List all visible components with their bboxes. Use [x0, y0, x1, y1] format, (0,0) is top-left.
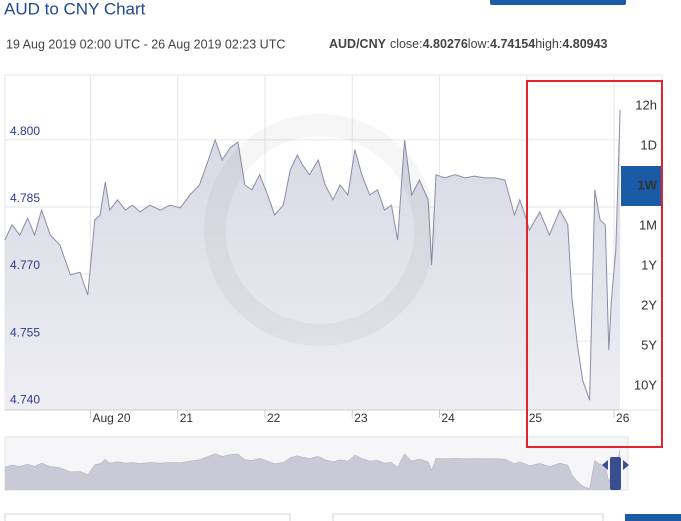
area-fill [4, 449, 621, 490]
area-line [4, 109, 621, 401]
range-button-label[interactable]: 2Y [641, 297, 657, 312]
x-tick-label: 26 [616, 411, 630, 425]
subtitle: 19 Aug 2019 02:00 UTC - 26 Aug 2019 02:2… [6, 37, 285, 51]
range-buttons: 12h 1D 1W 1M 1Y 2Y 5Y 10Y [621, 86, 661, 406]
y-tick-label: 4.785 [10, 191, 40, 205]
x-tick-label: 22 [267, 411, 281, 425]
range-button-label[interactable]: 10Y [634, 377, 657, 392]
chart-title: AUD to CNY Chart [4, 0, 146, 18]
range-button-label[interactable]: 1D [640, 137, 657, 152]
range-button[interactable] [621, 86, 661, 126]
area-line [4, 449, 621, 490]
stat-value: 4.74154 [490, 37, 535, 51]
navigator [4, 449, 629, 490]
area-fill [4, 109, 621, 411]
x-tick-label: 24 [441, 411, 455, 425]
stat-value: 4.80943 [562, 37, 607, 51]
range-button[interactable] [621, 246, 661, 286]
range-button[interactable] [621, 326, 661, 366]
y-tick-label: 4.740 [10, 392, 40, 406]
range-button[interactable] [621, 366, 661, 406]
stat-label: high: [535, 37, 562, 51]
x-tick-label: Aug 20 [92, 411, 130, 425]
y-tick-label: 4.770 [10, 258, 40, 272]
y-tick-label: 4.755 [10, 325, 40, 339]
range-button[interactable] [621, 286, 661, 326]
range-button-label[interactable]: 12h [635, 97, 657, 112]
x-tick-label: 25 [529, 411, 543, 425]
top-button[interactable] [490, 0, 626, 5]
stats: AUD/CNY close:4.80276low:4.74154high:4.80… [329, 37, 608, 51]
range-button[interactable] [621, 166, 661, 206]
stat-label: low: [468, 37, 490, 51]
bottom-field [332, 513, 604, 521]
range-button-label[interactable]: 1M [639, 217, 657, 232]
y-tick-label: 4.800 [10, 124, 40, 138]
pair: AUD/CNY [329, 37, 387, 51]
range-button[interactable] [621, 126, 661, 166]
area-layer [4, 109, 621, 411]
range-button-label[interactable]: 1W [638, 177, 658, 192]
navigator-arrows [602, 460, 629, 470]
bottom-field [4, 513, 291, 521]
range-button[interactable] [621, 206, 661, 246]
bottom-button[interactable] [625, 514, 681, 521]
navigator-handle[interactable] [610, 457, 621, 490]
x-tick-label: 21 [180, 411, 194, 425]
axes: 4.740 4.755 4.770 4.785 4.800 Aug 20 21 22 23 24 2… [5, 124, 630, 425]
stat-label: close: [390, 37, 423, 51]
highlight-box [526, 80, 663, 448]
stat-value: 4.80276 [423, 37, 468, 51]
range-button-label[interactable]: 5Y [641, 337, 657, 352]
x-tick-label: 23 [354, 411, 368, 425]
range-button-label[interactable]: 1Y [641, 257, 657, 272]
